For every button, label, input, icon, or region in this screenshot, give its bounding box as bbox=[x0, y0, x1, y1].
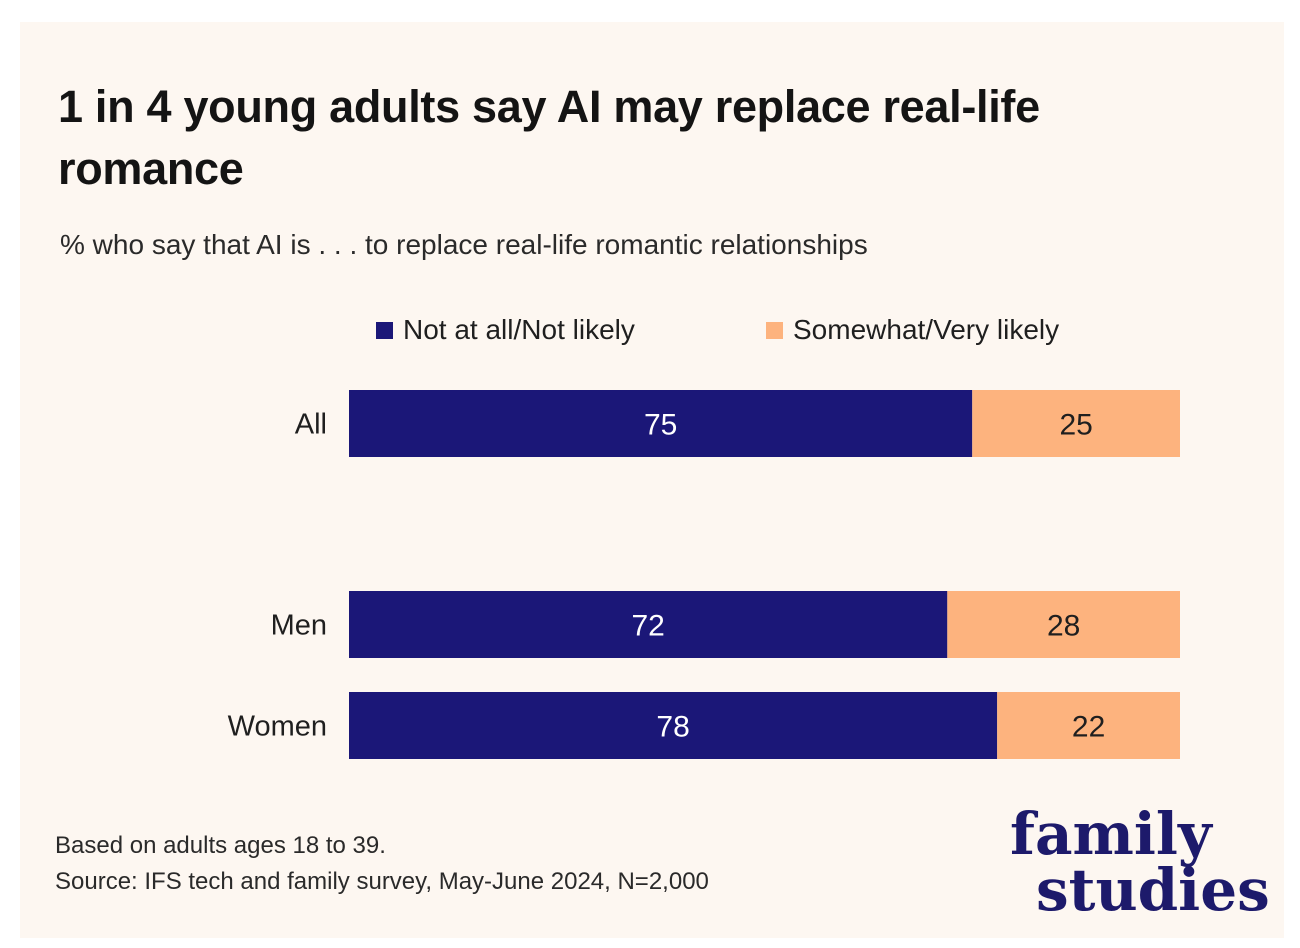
data-label-women-likely: 22 bbox=[1072, 711, 1105, 744]
legend-swatch-likely bbox=[766, 321, 783, 339]
category-label-all: All bbox=[295, 409, 327, 441]
data-label-all-not-likely: 75 bbox=[644, 409, 677, 442]
chart-card bbox=[20, 22, 1284, 938]
logo-line-1: family bbox=[1010, 800, 1212, 868]
category-label-women: Women bbox=[228, 711, 327, 743]
bar-men-not-likely bbox=[349, 591, 948, 658]
footnote: Based on adults ages 18 to 39. Source: I… bbox=[55, 828, 709, 900]
legend-swatch-not-likely bbox=[376, 321, 393, 339]
bar-all-likely bbox=[972, 390, 1180, 457]
legend-label-likely: Somewhat/Very likely bbox=[793, 314, 1060, 345]
data-label-men-not-likely: 72 bbox=[631, 610, 664, 643]
logo-line-2: studies bbox=[1036, 856, 1270, 924]
legend-item-likely: Somewhat/Very likely bbox=[766, 312, 1059, 348]
bar-all-not-likely bbox=[349, 390, 973, 457]
chart-title: 1 in 4 young adults say AI may replace r… bbox=[58, 81, 1040, 194]
data-label-women-not-likely: 78 bbox=[656, 711, 689, 744]
legend-label-not-likely: Not at all/Not likely bbox=[403, 314, 635, 345]
chart-subtitle: % who say that AI is . . . to replace re… bbox=[60, 229, 868, 260]
bar-women-likely bbox=[997, 692, 1180, 759]
family-studies-logo: family studies bbox=[1010, 805, 1270, 924]
footnote-source: Source: IFS tech and family survey, May-… bbox=[55, 868, 709, 895]
category-label-men: Men bbox=[271, 610, 327, 642]
data-label-all-likely: 25 bbox=[1059, 409, 1092, 442]
bar-women-not-likely bbox=[349, 692, 998, 759]
data-label-men-likely: 28 bbox=[1047, 610, 1080, 643]
legend-item-not-likely: Not at all/Not likely bbox=[376, 312, 635, 348]
bar-men-likely bbox=[947, 591, 1180, 658]
footnote-sample: Based on adults ages 18 to 39. bbox=[55, 832, 386, 859]
